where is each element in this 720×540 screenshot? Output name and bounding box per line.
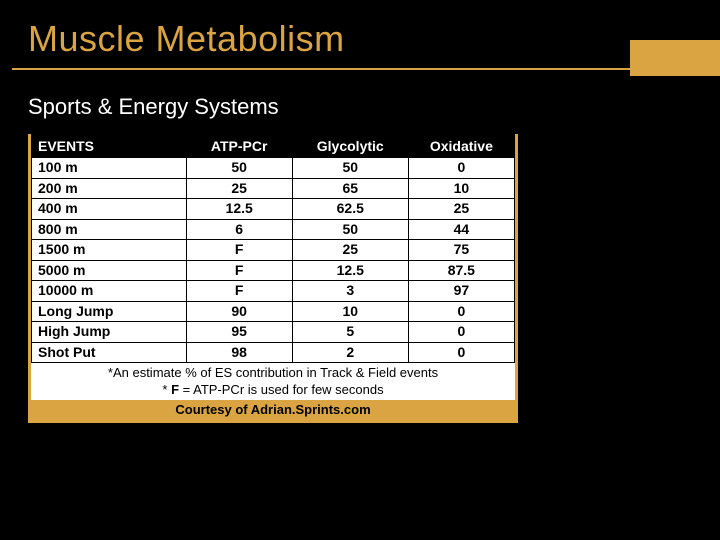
- cell-value: 0: [408, 158, 514, 179]
- cell-event: Long Jump: [32, 301, 187, 322]
- cell-value: 65: [292, 178, 408, 199]
- col-oxidative: Oxidative: [408, 135, 514, 158]
- cell-value: 0: [408, 342, 514, 363]
- title-underline: [12, 68, 720, 70]
- cell-value: 90: [186, 301, 292, 322]
- cell-value: 0: [408, 301, 514, 322]
- cell-value: 75: [408, 240, 514, 261]
- cell-value: 44: [408, 219, 514, 240]
- cell-value: 50: [292, 219, 408, 240]
- table-row: 1500 mF2575: [32, 240, 515, 261]
- footnote: *An estimate % of ES contribution in Tra…: [31, 363, 515, 400]
- cell-value: 50: [186, 158, 292, 179]
- cell-event: 5000 m: [32, 260, 187, 281]
- table-row: Long Jump90100: [32, 301, 515, 322]
- cell-value: F: [186, 240, 292, 261]
- energy-systems-table-wrap: EVENTS ATP-PCr Glycolytic Oxidative 100 …: [28, 134, 518, 423]
- cell-value: 6: [186, 219, 292, 240]
- table-row: 400 m12.562.525: [32, 199, 515, 220]
- cell-event: Shot Put: [32, 342, 187, 363]
- cell-event: 100 m: [32, 158, 187, 179]
- table-row: 800 m65044: [32, 219, 515, 240]
- cell-event: High Jump: [32, 322, 187, 343]
- cell-event: 10000 m: [32, 281, 187, 302]
- cell-value: 10: [408, 178, 514, 199]
- cell-event: 1500 m: [32, 240, 187, 261]
- cell-value: 95: [186, 322, 292, 343]
- footnote-line2-suffix: = ATP-PCr is used for few seconds: [179, 382, 384, 397]
- cell-value: 25: [186, 178, 292, 199]
- cell-value: 5: [292, 322, 408, 343]
- table-row: High Jump9550: [32, 322, 515, 343]
- table-row: 5000 mF12.587.5: [32, 260, 515, 281]
- cell-value: 97: [408, 281, 514, 302]
- cell-value: 12.5: [292, 260, 408, 281]
- table-row: 200 m256510: [32, 178, 515, 199]
- cell-value: 3: [292, 281, 408, 302]
- cell-event: 200 m: [32, 178, 187, 199]
- cell-value: 87.5: [408, 260, 514, 281]
- cell-event: 800 m: [32, 219, 187, 240]
- cell-value: 10: [292, 301, 408, 322]
- subtitle: Sports & Energy Systems: [0, 66, 720, 134]
- cell-value: 98: [186, 342, 292, 363]
- table-row: 100 m50500: [32, 158, 515, 179]
- col-events: EVENTS: [32, 135, 187, 158]
- footnote-f: F: [171, 382, 179, 397]
- cell-value: 0: [408, 322, 514, 343]
- cell-value: 25: [408, 199, 514, 220]
- footnote-line1: *An estimate % of ES contribution in Tra…: [108, 365, 438, 380]
- cell-value: 25: [292, 240, 408, 261]
- cell-value: F: [186, 281, 292, 302]
- table-row: Shot Put9820: [32, 342, 515, 363]
- cell-event: 400 m: [32, 199, 187, 220]
- page-title: Muscle Metabolism: [28, 18, 720, 60]
- cell-value: 12.5: [186, 199, 292, 220]
- cell-value: 50: [292, 158, 408, 179]
- table-row: 10000 mF397: [32, 281, 515, 302]
- col-atp-pcr: ATP-PCr: [186, 135, 292, 158]
- courtesy-line: Courtesy of Adrian.Sprints.com: [31, 400, 515, 420]
- footnote-line2-prefix: *: [162, 382, 171, 397]
- col-glycolytic: Glycolytic: [292, 135, 408, 158]
- cell-value: 62.5: [292, 199, 408, 220]
- table-header: EVENTS ATP-PCr Glycolytic Oxidative: [32, 135, 515, 158]
- energy-systems-table: EVENTS ATP-PCr Glycolytic Oxidative 100 …: [31, 134, 515, 363]
- cell-value: F: [186, 260, 292, 281]
- title-wrap: Muscle Metabolism: [0, 0, 720, 66]
- cell-value: 2: [292, 342, 408, 363]
- table-body: 100 m50500200 m256510400 m12.562.525800 …: [32, 158, 515, 363]
